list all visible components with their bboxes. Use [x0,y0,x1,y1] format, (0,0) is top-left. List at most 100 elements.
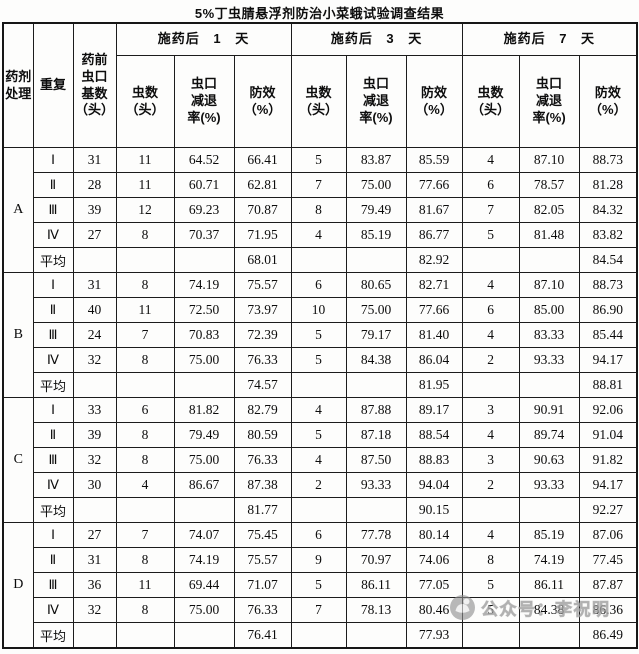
value-cell: 75.45 [233,522,292,548]
replicate-cell: Ⅳ [32,472,74,498]
value-cell: 94.17 [578,347,638,373]
value-cell: 8 [290,197,347,223]
value-cell: 4 [461,272,520,298]
data-row: Ⅱ 28 11 60.71 62.81 7 75.00 77.66 6 78.57 81.28 [3,172,638,198]
value-cell: 84.38 [345,347,407,373]
data-row: D Ⅰ 27 7 74.07 75.45 6 77.78 80.14 4 85.19 87.06 [2,522,638,649]
value-cell: 86.36 [578,597,638,623]
value-cell: 88.83 [405,447,463,473]
value-cell: 85.00 [518,297,580,323]
treatment-group-label: B [2,272,34,398]
header-replicate: 重复 [32,22,74,148]
replicate-cell: Ⅰ [32,397,74,423]
average-value-cell: 77.93 [405,622,463,649]
average-label-cell: 平均 [32,372,74,398]
value-cell: 74.07 [173,522,235,548]
data-row: Ⅳ 30 4 86.67 87.38 2 93.33 94.04 2 93.33 94.17 [3,472,638,498]
header-group-day3: 施药后 3 天 [290,22,463,56]
value-cell: 66.41 [233,147,292,173]
value-cell: 28 [72,172,117,198]
header-treatment: 药剂 处理 [2,22,34,148]
value-cell: 11 [115,297,175,323]
value-cell: 76.33 [233,597,292,623]
value-cell: 4 [461,322,520,348]
value-cell: 11 [115,172,175,198]
replicate-cell: Ⅱ [32,422,74,448]
value-cell: 70.37 [173,222,235,248]
value-cell: 88.54 [405,422,463,448]
empty-cell [518,497,580,523]
value-cell: 87.10 [518,272,580,298]
replicate-cell: Ⅰ [32,147,74,173]
data-row: Ⅱ 40 11 72.50 73.97 10 75.00 77.66 6 85.00 86.90 [3,297,638,323]
value-cell: 92.06 [578,397,638,423]
value-cell: 7 [290,172,347,198]
value-cell: 39 [72,197,117,223]
value-cell: 6 [461,297,520,323]
value-cell: 82.71 [405,272,463,298]
value-cell: 78.13 [345,597,407,623]
value-cell: 77.78 [345,522,407,548]
value-cell: 4 [290,447,347,473]
replicate-cell: Ⅳ [32,222,74,248]
value-cell: 80.46 [405,597,463,623]
data-row: B Ⅰ 31 8 74.19 75.57 6 80.65 82.71 4 87.10 88.73 [2,272,638,398]
header-day7-control-effect: 防效 （%） [578,55,638,148]
empty-cell [115,247,175,273]
value-cell: 87.18 [345,422,407,448]
value-cell: 93.33 [518,347,580,373]
replicate-cell: Ⅱ [32,547,74,573]
value-cell: 12 [115,197,175,223]
empty-cell [345,622,407,649]
value-cell: 87.06 [578,522,638,548]
value-cell: 86.67 [173,472,235,498]
empty-cell [290,372,347,398]
value-cell: 4 [115,472,175,498]
value-cell: 11 [115,572,175,598]
value-cell: 79.49 [173,422,235,448]
value-cell: 32 [72,347,117,373]
empty-cell [518,247,580,273]
value-cell: 87.50 [345,447,407,473]
average-value-cell: 84.54 [578,247,638,273]
replicate-cell: Ⅲ [32,322,74,348]
header-group-day1: 施药后 1 天 [115,22,292,56]
value-cell: 72.39 [233,322,292,348]
value-cell: 85.59 [405,147,463,173]
value-cell: 87.10 [518,147,580,173]
value-cell: 94.17 [578,472,638,498]
value-cell: 90.91 [518,397,580,423]
value-cell: 78.57 [518,172,580,198]
value-cell: 27 [72,222,117,248]
value-cell: 5 [290,347,347,373]
value-cell: 10 [290,297,347,323]
header-group-day7: 施药后 7 天 [461,22,638,56]
value-cell: 80.65 [345,272,407,298]
value-cell: 77.66 [405,297,463,323]
value-cell: 86.77 [405,222,463,248]
data-row: Ⅱ 31 8 74.19 75.57 9 70.97 74.06 8 74.19 77.45 [3,547,638,573]
value-cell: 7 [290,597,347,623]
value-cell: 4 [461,422,520,448]
value-cell: 86.11 [518,572,580,598]
empty-cell [290,247,347,273]
value-cell: 85.19 [518,522,580,548]
value-cell: 70.97 [345,547,407,573]
value-cell: 81.40 [405,322,463,348]
empty-cell [518,622,580,649]
value-cell: 74.06 [405,547,463,573]
average-row: 平均 74.57 81.95 88.81 [3,372,638,398]
value-cell: 32 [72,597,117,623]
header-sub-row: 虫数 （头） 虫口 减退 率(%) 防效 （%） 虫数 （头） 虫口 减退 率(… [3,55,638,148]
replicate-cell: Ⅱ [32,297,74,323]
value-cell: 77.66 [405,172,463,198]
value-cell: 11 [115,147,175,173]
value-cell: 87.87 [578,572,638,598]
value-cell: 8 [115,222,175,248]
average-value-cell: 68.01 [233,247,292,273]
value-cell: 90.63 [518,447,580,473]
value-cell: 5 [290,322,347,348]
value-cell: 87.38 [233,472,292,498]
value-cell: 86.04 [405,347,463,373]
value-cell: 75.00 [345,172,407,198]
